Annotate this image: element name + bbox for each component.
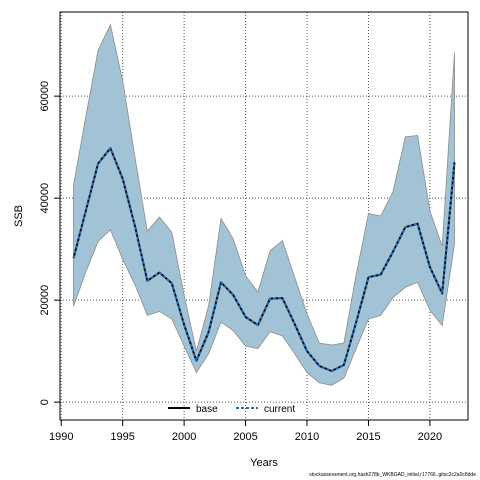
source-footnote: stockassessment.org,hash278b_WKBGAD_init… [309,472,476,478]
x-tick-label: 2000 [172,431,196,443]
series-line-current [72,147,456,372]
legend-label-base: base [196,404,218,415]
x-tick-label: 2005 [233,431,257,443]
y-axis-title: SSB [13,205,25,227]
plot-frame [59,11,469,421]
x-tick-label: 1990 [49,431,73,443]
x-axis-title: Years [250,457,278,469]
legend: base current [168,404,295,415]
legend-label-current: current [264,404,295,415]
y-tick-label: 0 [39,399,51,405]
y-tick-label: 40000 [39,183,51,214]
y-tick-label: 60000 [39,81,51,112]
x-tick-label: 2020 [418,431,442,443]
x-axis-ticks: 1990 1995 2000 2005 2010 2015 2020 [49,420,442,443]
x-tick-label: 2010 [295,431,319,443]
x-tick-label: 1995 [110,431,134,443]
x-tick-label: 2015 [356,431,380,443]
series-lines [72,147,456,372]
y-axis-ticks: 0 20000 40000 60000 [39,81,60,405]
confidence-band [73,23,455,386]
y-tick-label: 20000 [39,285,51,316]
